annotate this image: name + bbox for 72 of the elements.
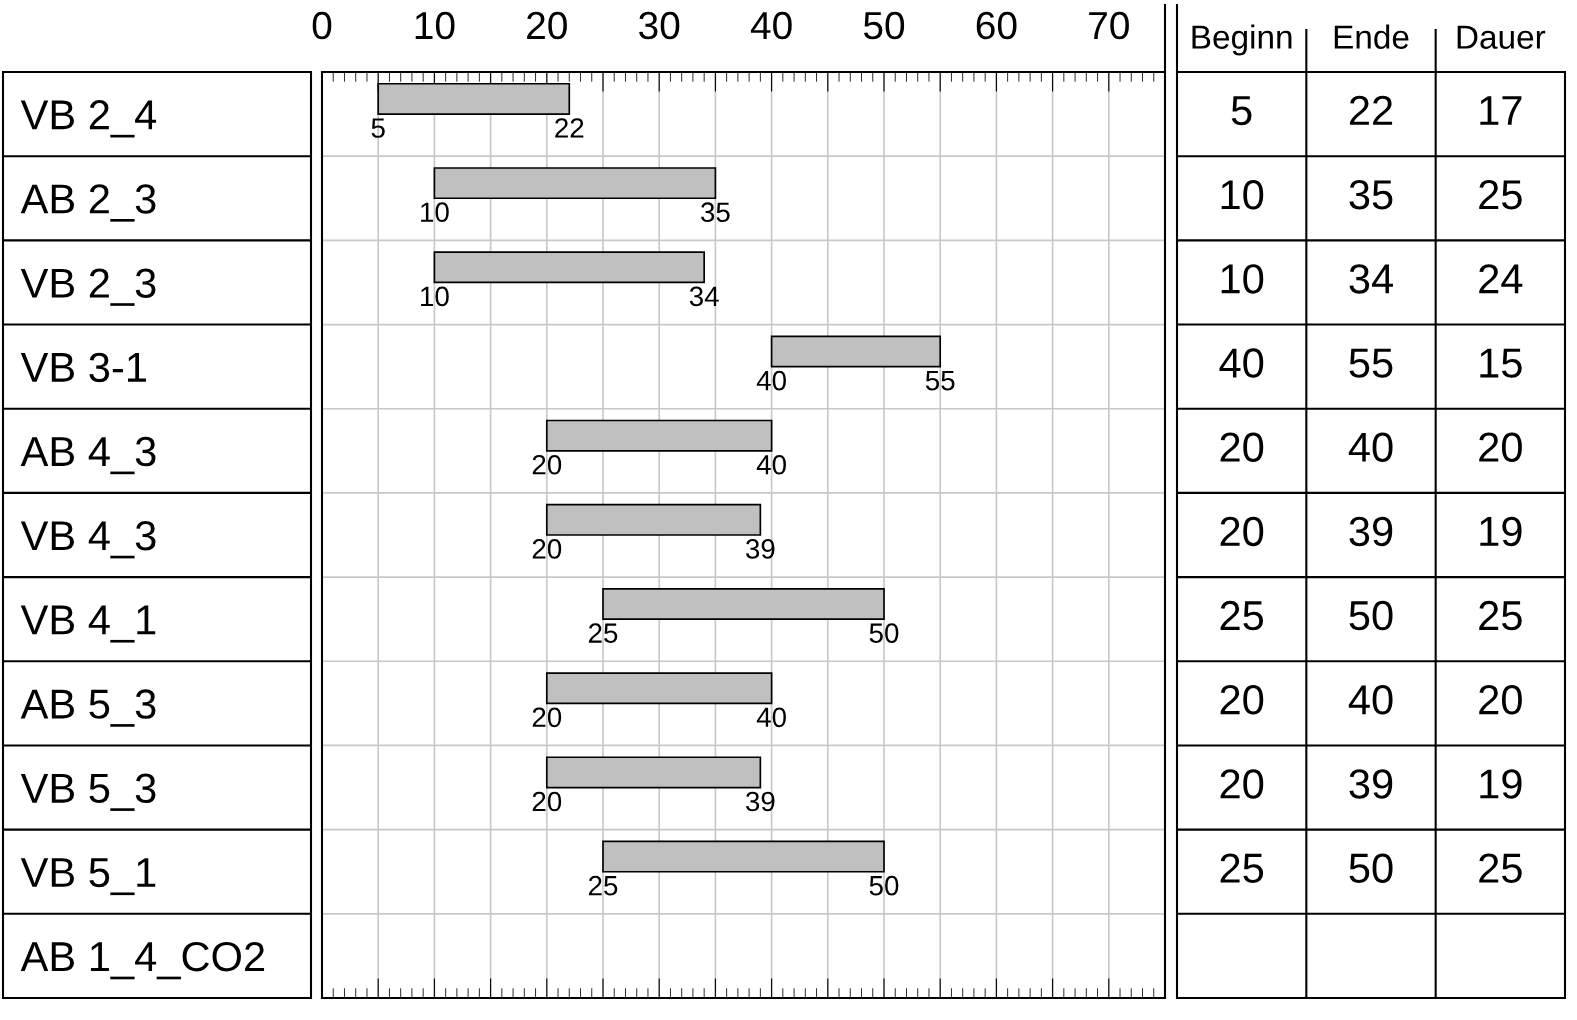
text: 25 [1220,600,1264,631]
text: 5 [1231,96,1252,126]
annotation: 34 [689,286,719,307]
category-label: Ende [1334,24,1409,49]
annotation: 40 [756,370,786,391]
x-tick-label: 60 [976,11,1017,40]
x-tick-label: 50 [863,11,905,40]
annotation: 20 [532,707,562,728]
annotation: 50 [869,875,899,896]
annotation: 25 [588,623,618,643]
y-tick-label: VB 3-1 [20,352,146,383]
text: 25 [1479,853,1522,883]
annotation: 20 [532,791,562,812]
text: 40 [1348,432,1393,462]
y-tick-label: AB 5_3 [20,689,156,727]
y-tick-label: VB 4_3 [20,521,156,559]
text: 39 [1349,769,1393,799]
text: 20 [1479,432,1522,462]
text: 50 [1349,853,1393,883]
x-tick-label: 20 [527,11,567,40]
annotation: 5 [371,118,385,138]
annotation: 10 [421,286,449,307]
text: 19 [1480,769,1522,799]
x-tick-label: 10 [415,11,455,40]
annotation: 40 [756,454,786,475]
text: 10 [1221,179,1264,210]
category-label: Dauer [1457,25,1546,49]
text: 35 [1349,179,1393,210]
y-tick-label: VB 2_4 [20,100,157,138]
x-tick-label: 0 [312,11,332,40]
y-tick-label: VB 5_3 [20,773,156,811]
text: 25 [1479,179,1522,210]
y-tick-label: AB 1_4_CO2 [20,941,265,980]
text: 40 [1348,685,1393,715]
y-tick-label: VB 4_1 [20,605,156,643]
annotation: 25 [588,875,618,896]
text: 15 [1480,348,1522,378]
text: 24 [1479,264,1523,294]
annotation: 10 [421,202,449,223]
text: 39 [1349,516,1393,547]
annotation: 39 [745,791,775,812]
x-tick-label: 70 [1089,11,1129,40]
x-tick-label: 40 [750,11,792,40]
annotation: 39 [745,539,775,559]
annotation: 50 [869,623,899,643]
text: 20 [1220,685,1264,715]
annotation: 55 [925,371,955,391]
text: 10 [1221,264,1264,294]
y-tick-label: VB 5_1 [20,858,156,896]
text: 20 [1479,685,1522,715]
annotation: 22 [555,118,584,138]
text: 34 [1349,264,1393,294]
annotation: 35 [701,202,730,223]
text: 17 [1480,96,1522,125]
y-tick-label: AB 2_3 [20,184,156,222]
y-tick-label: AB 4_3 [20,436,156,475]
annotation: 40 [756,707,786,728]
category-label: Beginn [1192,24,1292,56]
text: 20 [1220,769,1264,799]
annotation: 20 [532,539,562,559]
text: 55 [1349,348,1393,378]
text: 20 [1220,516,1264,547]
text: 50 [1349,600,1393,631]
y-tick-label: VB 2_3 [20,268,156,306]
annotation: 20 [532,454,562,475]
text: 20 [1220,432,1264,462]
text: 40 [1219,348,1264,378]
text: 25 [1479,600,1522,631]
text: 19 [1480,516,1522,547]
text: 25 [1220,853,1264,883]
text: 22 [1349,95,1393,125]
x-tick-label: 30 [639,11,680,40]
